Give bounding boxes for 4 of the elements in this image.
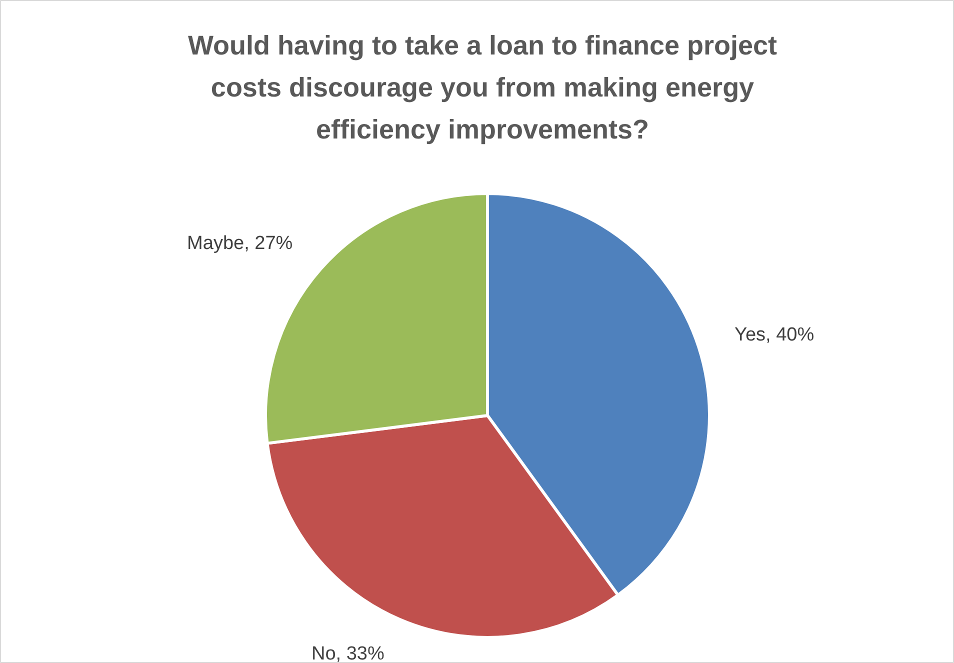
slice-label: Yes, 40% xyxy=(734,324,814,346)
chart-title: Would having to take a loan to finance project costs discourage you from making energy efficiency improvements? xyxy=(188,30,778,144)
slice-label: Maybe, 27% xyxy=(187,233,293,254)
slice-label: No, 33% xyxy=(311,643,384,663)
